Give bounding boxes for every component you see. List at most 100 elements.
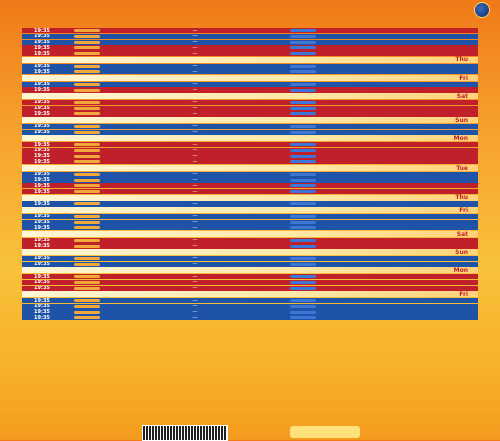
match-time: 19:35 (34, 201, 50, 207)
date-header: Sun (22, 248, 478, 256)
date-header: Sat (22, 92, 478, 100)
match-time: 19:35 (34, 51, 50, 57)
versus-dash: — (192, 123, 198, 129)
match-row[interactable]: 19:35 — (22, 33, 478, 39)
match-time: 19:35 (34, 261, 50, 267)
match-row[interactable]: 19:35 — (22, 39, 478, 45)
versus-dash: — (192, 141, 198, 148)
date-weekday-label: Fri (459, 206, 468, 214)
match-time: 19:35 (34, 105, 50, 111)
versus-dash: — (192, 297, 198, 304)
match-row[interactable]: 19:35 — (22, 297, 478, 304)
match-row[interactable]: 19:35 — (22, 147, 478, 153)
date-weekday-label: Sun (455, 248, 468, 256)
date-header: Thu (22, 56, 478, 63)
versus-dash: — (192, 279, 198, 285)
versus-dash: — (192, 309, 198, 315)
away-team-logo-icon (290, 46, 316, 50)
match-time: 19:35 (34, 297, 50, 304)
away-team-logo-icon (290, 130, 316, 134)
match-row[interactable]: 19:35 — (22, 45, 478, 51)
away-team-logo-icon (290, 304, 316, 308)
match-time: 19:35 (34, 69, 50, 75)
home-team-logo-icon (74, 214, 100, 218)
match-time: 19:35 (34, 39, 50, 45)
match-time: 19:35 (34, 141, 50, 148)
match-row[interactable]: 19:35 — (22, 213, 478, 219)
match-time: 19:35 (34, 315, 50, 321)
home-team-logo-icon (74, 29, 100, 33)
versus-dash: — (192, 99, 198, 105)
away-team-logo-icon (290, 262, 316, 266)
match-row[interactable]: 19:35 — (22, 63, 478, 69)
away-team-logo-icon (290, 64, 316, 68)
match-row[interactable]: 19:35 — (22, 159, 478, 165)
versus-dash: — (192, 39, 198, 45)
versus-dash: — (192, 188, 198, 195)
match-row[interactable]: 19:35 — (22, 309, 478, 315)
match-time: 19:35 (34, 159, 50, 165)
match-row[interactable]: 19:35 — (22, 243, 478, 249)
versus-dash: — (192, 33, 198, 39)
versus-dash: — (192, 153, 198, 159)
match-row[interactable]: 19:35 — (22, 303, 478, 309)
away-team-logo-icon (290, 244, 316, 248)
match-row[interactable]: 19:35 — (22, 285, 478, 291)
match-row[interactable]: 19:35 — (22, 315, 478, 321)
match-time: 19:35 (34, 28, 50, 34)
top-strip (0, 0, 500, 20)
versus-dash: — (192, 177, 198, 183)
home-team-logo-icon (74, 106, 100, 110)
match-time: 19:35 (34, 87, 50, 93)
match-time: 19:35 (34, 171, 50, 177)
match-row[interactable]: 19:35 — (22, 123, 478, 129)
away-team-logo-icon (290, 172, 316, 176)
match-row[interactable]: 19:35 — (22, 237, 478, 243)
match-row[interactable]: 19:35 — (22, 129, 478, 135)
match-row[interactable]: 19:35 — (22, 225, 478, 231)
match-row[interactable]: 19:35 — (22, 219, 478, 225)
match-row[interactable]: 19:35 — (22, 273, 478, 280)
versus-dash: — (192, 87, 198, 93)
match-row[interactable]: 19:35 — (22, 171, 478, 177)
match-row[interactable]: 19:35 — (22, 87, 478, 93)
sponsor-badge[interactable] (290, 426, 360, 438)
match-row[interactable]: 19:35 — (22, 188, 478, 195)
versus-dash: — (192, 183, 198, 189)
home-team-logo-icon (74, 52, 100, 56)
match-row[interactable]: 19:35 — (22, 261, 478, 267)
match-row[interactable]: 19:35 — (22, 153, 478, 159)
away-team-logo-icon (290, 124, 316, 128)
match-row[interactable]: 19:35 — (22, 255, 478, 261)
match-row[interactable]: 19:35 — (22, 279, 478, 285)
date-header: Tue (22, 165, 478, 172)
match-row[interactable]: 19:35 — (22, 28, 478, 34)
match-time: 19:35 (34, 188, 50, 195)
date-weekday-label: Sat (456, 92, 468, 100)
versus-dash: — (192, 237, 198, 243)
versus-dash: — (192, 213, 198, 219)
qr-code-icon[interactable] (142, 425, 228, 441)
match-row[interactable]: 19:35 — (22, 105, 478, 111)
match-row[interactable]: 19:35 — (22, 111, 478, 117)
match-time: 19:35 (34, 225, 50, 231)
match-row[interactable]: 19:35 — (22, 81, 478, 87)
versus-dash: — (192, 303, 198, 309)
match-row[interactable]: 19:35 — (22, 141, 478, 148)
home-team-logo-icon (74, 316, 100, 320)
match-row[interactable]: 19:35 — (22, 183, 478, 189)
home-team-logo-icon (74, 154, 100, 158)
versus-dash: — (192, 273, 198, 280)
match-row[interactable]: 19:35 — (22, 69, 478, 75)
home-team-logo-icon (74, 310, 100, 314)
match-row[interactable]: 19:35 — (22, 51, 478, 57)
date-header: Fri (22, 291, 478, 298)
match-time: 19:35 (34, 183, 50, 189)
away-team-logo-icon (290, 190, 316, 194)
match-row[interactable]: 19:35 — (22, 99, 478, 105)
home-team-logo-icon (74, 112, 100, 116)
match-row[interactable]: 19:35 — (22, 201, 478, 207)
match-row[interactable]: 19:35 — (22, 177, 478, 183)
match-time: 19:35 (34, 243, 50, 249)
match-time: 19:35 (34, 303, 50, 309)
